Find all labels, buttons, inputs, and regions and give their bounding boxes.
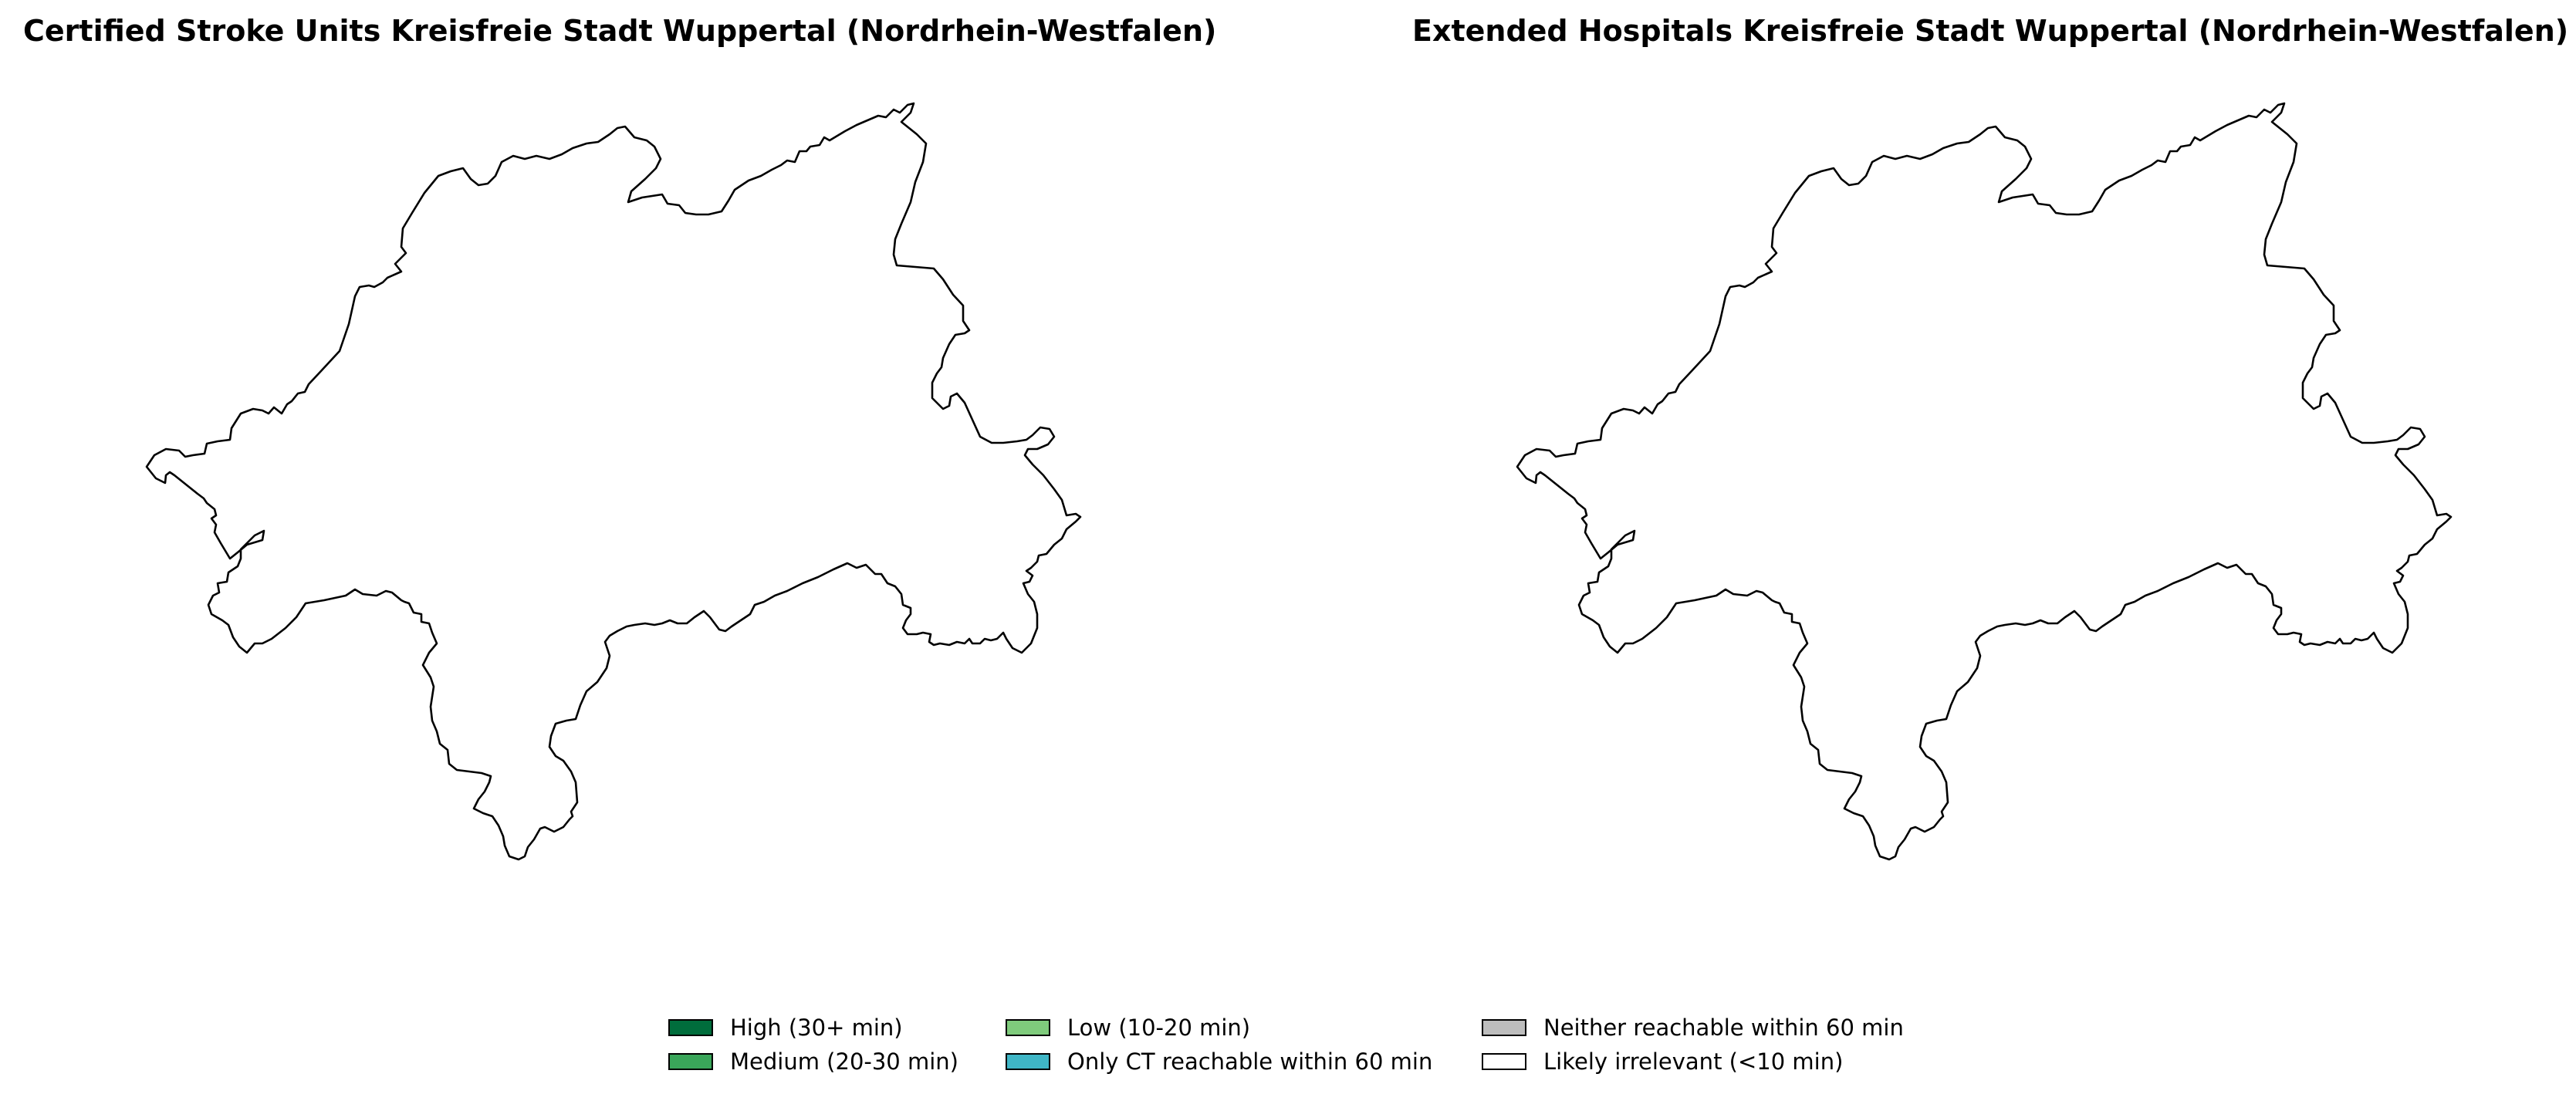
- legend-swatch-low: [1006, 1019, 1050, 1036]
- legend-swatch-high: [668, 1019, 713, 1036]
- legend-item-only-ct: Only CT reachable within 60 min: [1006, 1046, 1432, 1077]
- legend-label-medium: Medium (20-30 min): [730, 1048, 958, 1075]
- region-outline-left: [145, 102, 1082, 861]
- legend-swatch-medium: [668, 1053, 713, 1070]
- region-outline-right: [1516, 102, 2453, 861]
- legend-item-irrelevant: Likely irrelevant (<10 min): [1482, 1046, 1843, 1077]
- map-title-left: Certified Stroke Units Kreisfreie Stadt …: [23, 14, 1217, 48]
- legend-item-low: Low (10-20 min): [1006, 1012, 1250, 1043]
- legend-label-neither: Neither reachable within 60 min: [1543, 1015, 1904, 1041]
- legend-label-low: Low (10-20 min): [1067, 1015, 1251, 1041]
- legend-label-high: High (30+ min): [730, 1015, 903, 1041]
- legend-item-neither: Neither reachable within 60 min: [1482, 1012, 1904, 1043]
- legend-swatch-irrelevant: [1482, 1053, 1526, 1070]
- legend-label-irrelevant: Likely irrelevant (<10 min): [1543, 1048, 1844, 1075]
- legend-label-only-ct: Only CT reachable within 60 min: [1067, 1048, 1433, 1075]
- map-title-right: Extended Hospitals Kreisfreie Stadt Wupp…: [1412, 14, 2569, 48]
- legend-swatch-only-ct: [1006, 1053, 1050, 1070]
- legend: High (30+ min) Medium (20-30 min) Low (1…: [0, 1003, 2576, 1088]
- legend-item-medium: Medium (20-30 min): [668, 1046, 958, 1077]
- legend-item-high: High (30+ min): [668, 1012, 903, 1043]
- map-right: [1516, 102, 2453, 861]
- legend-swatch-neither: [1482, 1019, 1526, 1036]
- map-left: [145, 102, 1082, 861]
